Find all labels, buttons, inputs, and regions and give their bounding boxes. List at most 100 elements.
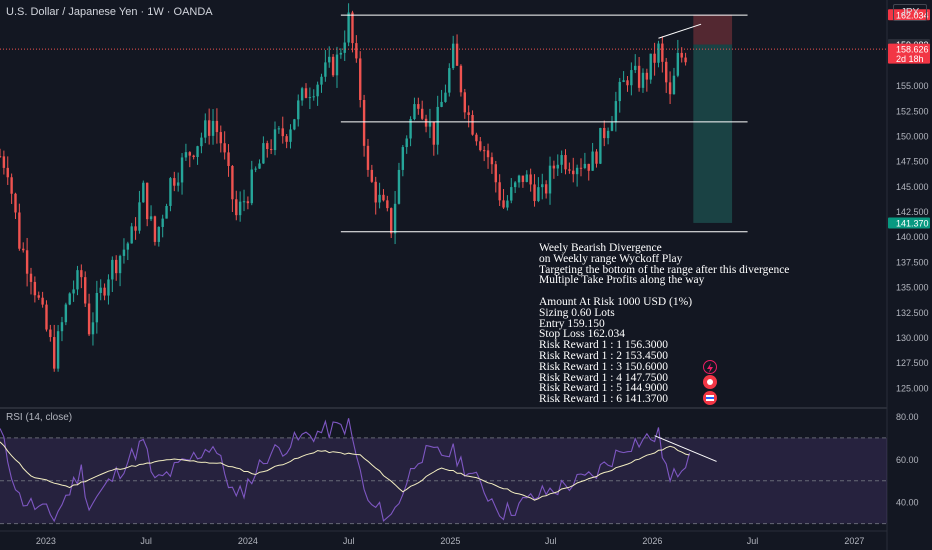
candle-body bbox=[440, 101, 443, 107]
note-line: Risk Reward 1 : 3 150.6000 bbox=[539, 360, 669, 373]
time-tick-label: Jul bbox=[747, 536, 759, 546]
candle-body bbox=[579, 167, 583, 169]
candle-body bbox=[45, 304, 48, 330]
candle-body bbox=[657, 43, 660, 63]
candle-body bbox=[382, 194, 385, 201]
note-line: Entry 159.150 bbox=[539, 317, 605, 330]
candle-body bbox=[266, 143, 269, 149]
candle-body bbox=[552, 165, 556, 169]
candle-body bbox=[622, 80, 625, 82]
price-tick-label: 127.500 bbox=[896, 358, 929, 368]
candle-body bbox=[80, 270, 83, 278]
candle-body bbox=[397, 169, 401, 204]
currency-button[interactable]: JPY bbox=[893, 4, 927, 21]
candle-body bbox=[482, 150, 486, 152]
candle-body bbox=[467, 112, 470, 115]
candle-body bbox=[362, 100, 366, 146]
candle-body bbox=[273, 129, 277, 151]
candle-body bbox=[475, 134, 478, 142]
candle-body bbox=[91, 322, 95, 335]
candle-body bbox=[413, 104, 416, 120]
candle-body bbox=[246, 201, 250, 204]
candle-body bbox=[544, 184, 548, 194]
candle-body bbox=[49, 329, 52, 338]
range-lines bbox=[0, 14, 887, 233]
candle-body bbox=[393, 203, 397, 234]
candle-body bbox=[637, 65, 641, 88]
candle-body bbox=[451, 43, 455, 69]
candle-body bbox=[517, 175, 521, 183]
candle-body bbox=[33, 281, 37, 296]
candle-body bbox=[76, 270, 79, 290]
candle-body bbox=[211, 120, 215, 136]
candle-body bbox=[157, 226, 161, 242]
candle-body bbox=[614, 101, 618, 123]
candle-body bbox=[513, 182, 517, 188]
candle-body bbox=[498, 182, 501, 201]
candle-body bbox=[130, 226, 133, 244]
price-tick-label: 142.500 bbox=[896, 207, 929, 217]
time-tick-label: Jul bbox=[343, 536, 355, 546]
candle-body bbox=[84, 277, 87, 304]
grid bbox=[0, 0, 888, 550]
rsi-tick-label: 40.00 bbox=[896, 498, 919, 508]
candle-body bbox=[254, 168, 257, 170]
candle-body bbox=[541, 184, 544, 188]
candle-body bbox=[606, 130, 610, 139]
lightning-icon[interactable] bbox=[703, 360, 717, 374]
candle-body bbox=[196, 146, 199, 157]
candle-body bbox=[432, 121, 436, 145]
candle-body bbox=[231, 165, 234, 200]
candle-body bbox=[479, 141, 482, 151]
candle-body bbox=[428, 121, 432, 127]
candle-body bbox=[335, 54, 339, 76]
candle-body bbox=[300, 88, 304, 101]
candle-body bbox=[200, 137, 203, 147]
candle-body bbox=[227, 152, 230, 166]
position-zones bbox=[693, 14, 733, 223]
candle-body bbox=[665, 61, 668, 83]
candle-body bbox=[316, 84, 319, 97]
candle-body bbox=[661, 43, 664, 62]
record-icon[interactable] bbox=[703, 375, 717, 389]
candle-body bbox=[370, 169, 374, 182]
candle-body bbox=[420, 108, 424, 119]
candle-body bbox=[343, 42, 346, 53]
candle-body bbox=[238, 201, 242, 216]
candle-body bbox=[630, 70, 633, 86]
rsi-title: RSI (14, close) bbox=[6, 412, 73, 423]
candle-body bbox=[308, 97, 312, 99]
candle-body bbox=[99, 287, 102, 293]
candle-body bbox=[645, 72, 649, 80]
candle-body bbox=[680, 52, 683, 58]
candle-body bbox=[502, 200, 505, 208]
time-tick-label: 2025 bbox=[440, 536, 460, 546]
candle-body bbox=[161, 218, 164, 227]
candle-body bbox=[490, 157, 494, 165]
candle-body bbox=[262, 143, 265, 164]
candle-body bbox=[424, 118, 428, 127]
candle-body bbox=[417, 104, 420, 109]
candle-body bbox=[153, 216, 157, 242]
target-zone bbox=[693, 44, 733, 223]
candle-body bbox=[591, 151, 594, 171]
candle-body bbox=[285, 136, 288, 142]
candle-body bbox=[223, 143, 226, 153]
candle-body bbox=[339, 52, 343, 55]
flag-icon[interactable] bbox=[703, 391, 717, 405]
candle-body bbox=[145, 182, 149, 220]
candle-body bbox=[95, 292, 99, 323]
rsi-line bbox=[0, 418, 691, 523]
candle-body bbox=[676, 52, 680, 76]
candle-body bbox=[138, 202, 141, 231]
candle-body bbox=[41, 297, 44, 305]
candle-body bbox=[118, 255, 122, 274]
candle-body bbox=[149, 216, 153, 220]
candle-body bbox=[107, 279, 110, 296]
note-line: Targeting the bottom of the range after … bbox=[539, 263, 790, 276]
candles bbox=[0, 3, 687, 372]
candle-body bbox=[281, 128, 284, 137]
candle-body bbox=[2, 156, 6, 168]
